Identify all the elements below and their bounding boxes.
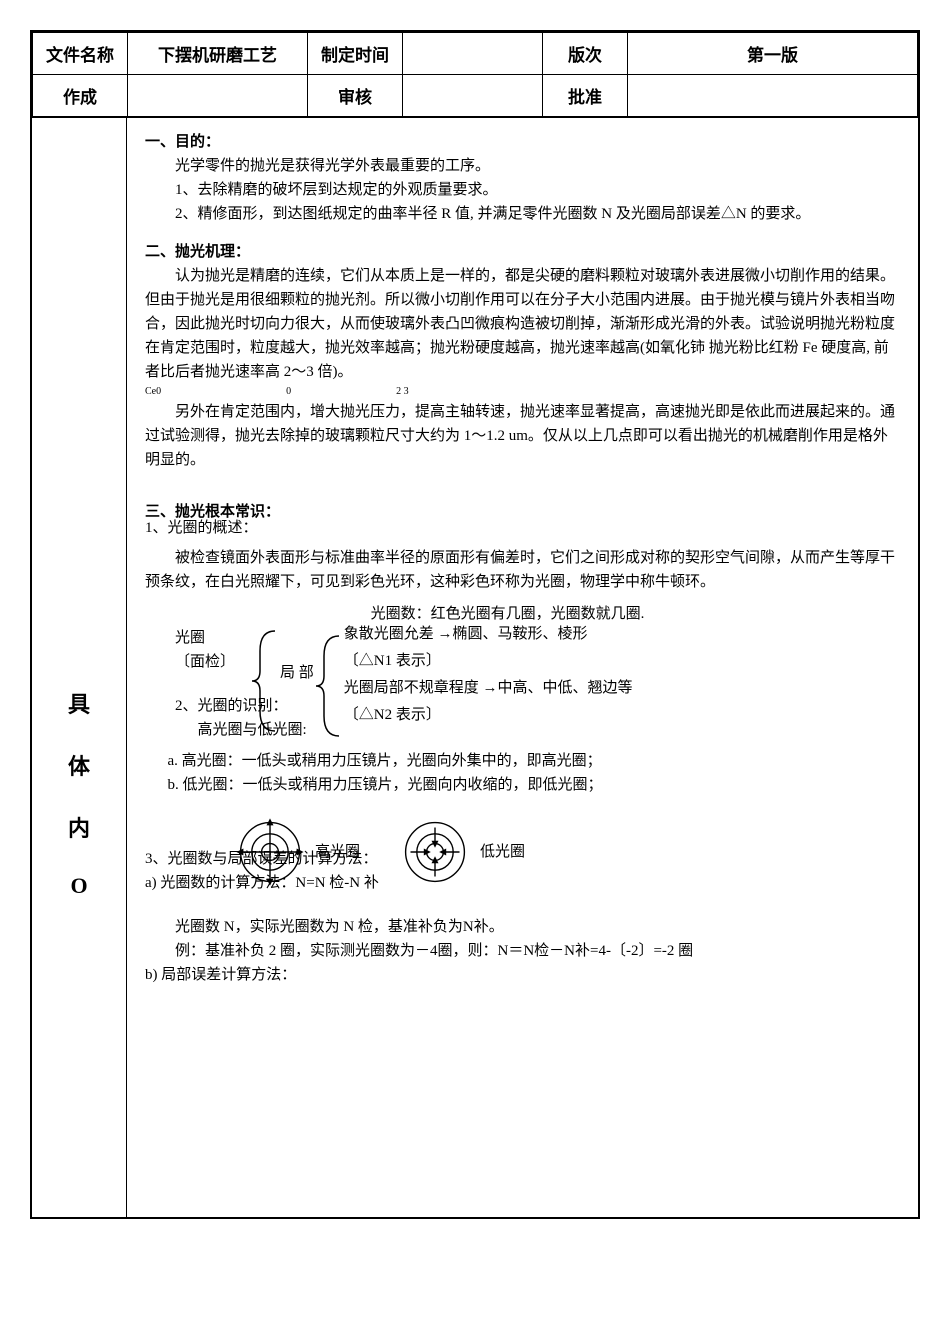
sec2-subscripts: Ce0 0 2 3 [145,384,900,400]
overlap-text-block: 3、光圈数与局部误差的计算方法： a) 光圈数的计算方法：N=N 检-N 补 [145,847,900,895]
main-row: 具 体 内 O 一、目的： 光学零件的抛光是获得光学外表最重要的工序。 1、去除… [32,117,918,1217]
sec3-item2-sub: 高光圈与低光圈: [175,718,307,742]
sec2-p2: 另外在肯定范围内，增大抛光压力，提高主轴转速，抛光速率显著提高，高速抛光即是依此… [145,400,900,472]
sidebar-char-1: 具 [68,687,90,719]
sidebar-char-3: 内 [68,811,90,843]
author-label: 作成 [33,75,128,117]
sidebar-char-2: 体 [68,749,90,781]
sec1-title: 一、目的： [145,130,900,154]
sec3-item2-title: 2、光圈的识别： [175,694,307,718]
date-label: 制定时间 [308,33,403,75]
bracket-line2: 〔△N1 表示〕 [344,648,633,675]
bracket-diagram: 光圈数：红色光圈有几圈，光圈数就几圈. 光圈 〔面检〕 局 部 [175,602,900,741]
sidebar-char-4: O [70,873,87,899]
sec2-p1: 认为抛光是精磨的连续，它们从本质上是一样的，都是尖硬的磨料颗粒对玻璃外表进展微小… [145,264,900,384]
date-value [403,33,543,75]
right-brace-icon [314,631,344,741]
sec3-item3-line2: 例：基准补负 2 圈，实际测光圈数为－4圈，则：N＝N检－N补=4-〔-2〕=-… [145,939,900,963]
bracket-line4: 〔△N2 表示〕 [344,702,633,729]
sec3-item1-p: 被检查镜面外表面形与标准曲率半径的原面形有偏差时，它们之间形成对称的契形空气间隙… [145,546,900,594]
header-row-1: 文件名称 下摆机研磨工艺 制定时间 版次 第一版 [33,33,918,75]
filename-label: 文件名称 [33,33,128,75]
sec3-item2-b: b. 低光圈：一低头或稍用力压镜片，光圈向内收缩的，即低光圈； [145,773,900,797]
filename-value: 下摆机研磨工艺 [128,33,308,75]
approve-label: 批准 [543,75,628,117]
review-value [403,75,543,117]
sec3-item2-a: a. 高光圈：一低头或稍用力压镜片，光圈向外集中的，即高光圈； [145,749,900,773]
sec3-item3-line1: 光圈数 N，实际光圈数为 N 检，基准补负为N补。 [145,915,900,939]
bracket-left2: 〔面检〕 [175,650,250,674]
approve-value [628,75,918,117]
sec3-item3-b: b) 局部误差计算方法： [145,963,900,987]
author-value [128,75,308,117]
version-label: 版次 [543,33,628,75]
sec1-p2: 1、去除精磨的破坏层到达规定的外观质量要求。 [145,178,900,202]
bracket-left1: 光圈 [175,626,250,650]
bracket-line1: 象散光圈允差 →椭圆、马鞍形、棱形 [344,621,633,648]
sec3-item3-title: 3、光圈数与局部误差的计算方法： [145,847,900,871]
sidebar: 具 体 内 O [32,118,127,1217]
version-value: 第一版 [628,33,918,75]
header-table: 文件名称 下摆机研磨工艺 制定时间 版次 第一版 作成 审核 批准 [32,32,918,117]
content-area: 一、目的： 光学零件的抛光是获得光学外表最重要的工序。 1、去除精磨的破坏层到达… [127,118,918,1217]
sec1-p1: 光学零件的抛光是获得光学外表最重要的工序。 [145,154,900,178]
header-row-2: 作成 审核 批准 [33,75,918,117]
bracket-line3: 光圈局部不规章程度 →中高、中低、翘边等 [344,675,633,702]
sec3-item3-a: a) 光圈数的计算方法：N=N 检-N 补 [145,871,900,895]
sec2-title: 二、抛光机理： [145,240,900,264]
sec1-p3: 2、精修面形，到达图纸规定的曲率半径 R 值, 并满足零件光圈数 N 及光圈局部… [145,202,900,226]
document-container: 文件名称 下摆机研磨工艺 制定时间 版次 第一版 作成 审核 批准 具 体 内 … [30,30,920,1219]
bracket-mid-label: 局 部 [280,661,314,685]
review-label: 审核 [308,75,403,117]
